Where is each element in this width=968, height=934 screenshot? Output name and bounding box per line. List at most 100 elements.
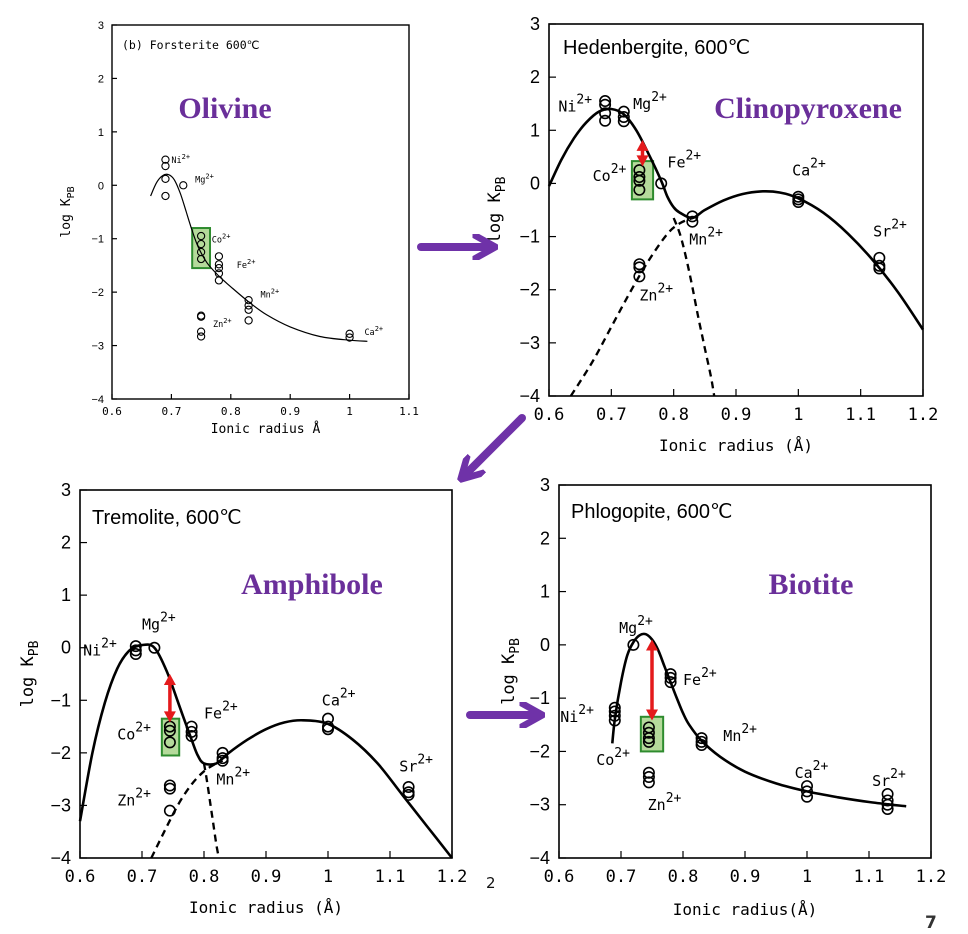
- y-axis-label-subscript: PB: [494, 176, 509, 192]
- y-tick-label: 2: [530, 67, 540, 87]
- chart-olivine: 0.6 0.7 0.8 0.9 1 1.1 3 2 1 0 −1 −2 −3 −4 Ionic radius…: [59, 20, 419, 437]
- chart-title: Tremolite, 600℃: [92, 507, 242, 529]
- y-axis-label-main: log K: [18, 655, 38, 707]
- x-tick-label: 1.2: [437, 867, 468, 887]
- ion-symbol: Mn: [261, 290, 271, 300]
- red-arrow-head-up: [636, 139, 649, 151]
- data-point: [196, 239, 206, 249]
- ion-charge: 2+: [160, 610, 176, 625]
- ion-symbol: Fe: [204, 705, 222, 723]
- data-point: [244, 316, 253, 325]
- data-point: [185, 720, 198, 733]
- ion-label: Ca2+: [792, 156, 826, 179]
- chart-title: Hedenbergite, 600℃: [563, 37, 750, 59]
- ion-label: Sr2+: [872, 767, 906, 790]
- data-point: [642, 732, 655, 745]
- lattice-strain-curve-dashed: [569, 216, 693, 397]
- ion-charge: 2+: [813, 759, 829, 774]
- x-tick-label: 0.8: [189, 867, 220, 887]
- x-tick-label: 1: [323, 867, 333, 887]
- y-tick-label: 2: [61, 533, 71, 553]
- ion-symbol: Ca: [792, 161, 810, 179]
- y-tick-label: −3: [529, 795, 550, 815]
- data-point: [599, 95, 612, 108]
- chart-amphibole: 0.6 0.7 0.8 0.9 1 1.1 1.2 3 2 1 0 −1 −2 −3 −4 Ionic rad…: [18, 480, 467, 917]
- ion-charge: 2+: [223, 317, 231, 325]
- ion-label: Ca2+: [795, 759, 829, 782]
- ion-symbol: Fe: [237, 261, 247, 271]
- y-axis-label: log KPB: [485, 176, 509, 243]
- data-point: [196, 332, 206, 341]
- y-axis-label-main: log K: [485, 191, 505, 243]
- data-point: [608, 705, 621, 718]
- data-point: [185, 725, 198, 738]
- lattice-strain-curve: [150, 173, 368, 342]
- data-point: [196, 231, 206, 241]
- x-tick-label: 0.9: [251, 867, 282, 887]
- data-point: [129, 640, 142, 653]
- ion-charge: 2+: [666, 791, 682, 806]
- y-tick-label: −1: [519, 227, 540, 247]
- y-tick-label: −4: [91, 394, 104, 406]
- ion-symbol: Mg: [619, 619, 637, 637]
- ion-charge: 2+: [135, 786, 151, 801]
- ion-label: Co2+: [593, 162, 627, 185]
- data-point: [161, 161, 170, 171]
- y-tick-label: −2: [50, 743, 71, 763]
- ion-charge: 2+: [340, 687, 356, 702]
- data-point: [617, 105, 630, 118]
- x-axis-label: Ionic radius (Å): [659, 436, 813, 455]
- y-tick-label: −2: [519, 280, 540, 300]
- ion-label: Mn2+: [689, 226, 723, 249]
- data-point: [599, 114, 612, 127]
- data-point: [686, 215, 699, 228]
- data-point: [664, 676, 677, 689]
- data-point: [179, 181, 188, 190]
- y-axis-label-subscript: PB: [508, 638, 523, 654]
- data-point: [163, 779, 176, 792]
- ion-symbol: Co: [212, 235, 222, 245]
- data-point: [129, 648, 142, 661]
- x-tick-label: 1.1: [854, 867, 885, 887]
- ion-charge: 2+: [890, 767, 906, 782]
- data-point: [196, 327, 206, 336]
- ion-label: Fe2+: [667, 148, 701, 171]
- ion-label: Mn2+: [261, 287, 280, 300]
- ion-label: Zn2+: [213, 317, 232, 330]
- data-point: [792, 196, 805, 209]
- y-axis-label-main: log K: [499, 653, 519, 705]
- x-axis-label: Ionic radius(Å): [673, 900, 818, 919]
- data-point: [244, 296, 253, 305]
- data-point: [695, 735, 708, 748]
- ion-label: Co2+: [212, 232, 231, 245]
- ion-symbol: Mg: [633, 95, 651, 113]
- data-point: [214, 263, 224, 273]
- ion-label: Sr2+: [873, 218, 907, 241]
- ion-label: Mg2+: [142, 610, 176, 633]
- ion-charge: 2+: [222, 700, 238, 715]
- ion-symbol: Co: [117, 726, 135, 744]
- data-point: [633, 174, 646, 187]
- data-point: [161, 174, 170, 184]
- ion-symbol: Ca: [795, 764, 813, 782]
- ion-label: Fe2+: [683, 666, 717, 689]
- mineral-label: Amphibole: [241, 568, 383, 601]
- ion-label: Mg2+: [619, 614, 653, 637]
- y-tick-label: 1: [530, 120, 540, 140]
- ion-label: Fe2+: [204, 700, 238, 723]
- ion-symbol: Mn: [723, 727, 741, 745]
- stray-number: 2: [486, 874, 496, 892]
- ion-charge: 2+: [205, 173, 213, 181]
- data-point: [129, 644, 142, 657]
- data-point: [642, 776, 655, 789]
- ion-charge: 2+: [375, 325, 383, 333]
- y-axis-label-subscript: PB: [66, 186, 77, 198]
- data-point: [163, 724, 176, 737]
- lattice-strain-curve-dashed: [672, 217, 716, 397]
- ion-symbol: Mn: [689, 231, 707, 249]
- y-tick-label: 3: [61, 480, 71, 500]
- data-point: [633, 270, 646, 283]
- data-point: [881, 798, 894, 811]
- y-tick-label: 3: [98, 20, 104, 32]
- y-tick-label: −1: [91, 234, 104, 246]
